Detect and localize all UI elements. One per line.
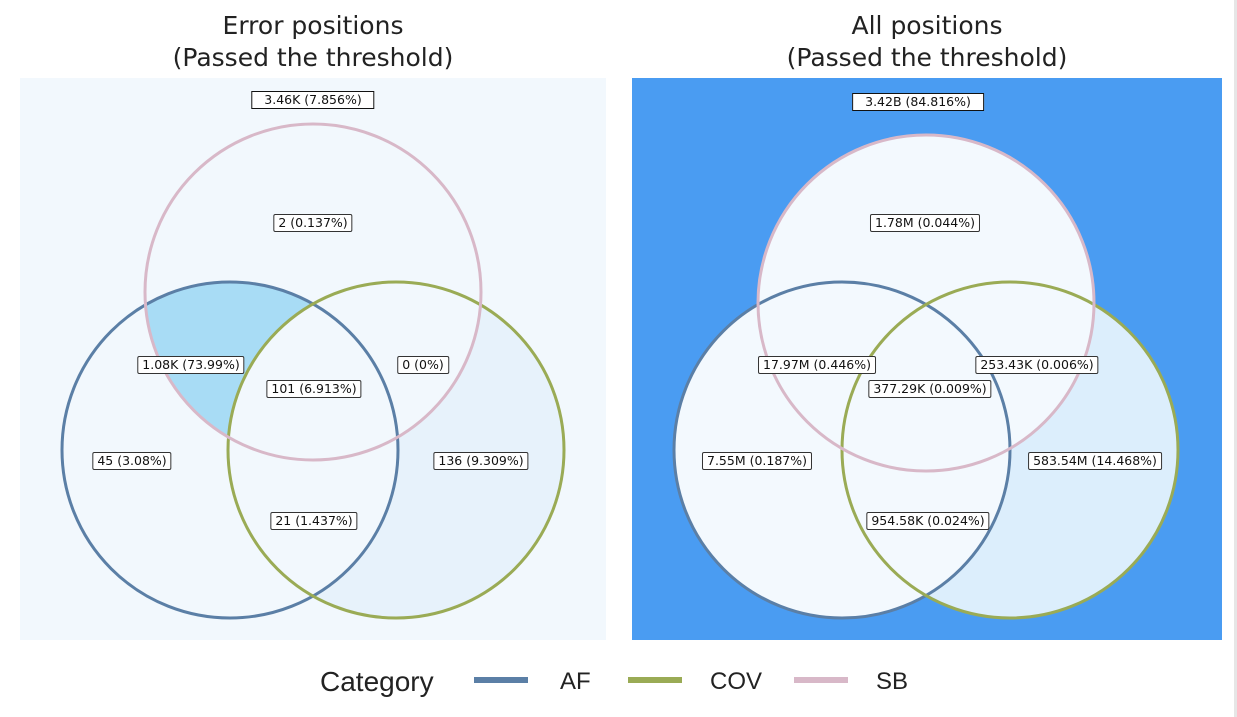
all-positions-venn: 3.42B (84.816%) 1.78M (0.044%) 17.97M (0… bbox=[632, 78, 1222, 640]
right-panel-title: All positions (Passed the threshold) bbox=[632, 10, 1222, 74]
left-panel-title: Error positions (Passed the threshold) bbox=[20, 10, 606, 74]
cov-only-label: 136 (9.309%) bbox=[433, 452, 529, 470]
left-title-line1: Error positions bbox=[222, 11, 404, 40]
legend-label-sb: SB bbox=[876, 668, 909, 695]
sb-circle bbox=[143, 122, 483, 462]
cov-only-label: 583.54M (14.468%) bbox=[1028, 452, 1162, 470]
af-cov-label: 21 (1.437%) bbox=[270, 512, 358, 530]
all-three-label: 101 (6.913%) bbox=[266, 380, 362, 398]
cov-sb-label: 0 (0%) bbox=[397, 356, 449, 374]
sb-only-label: 2 (0.137%) bbox=[273, 214, 353, 232]
error-positions-venn: 3.46K (7.856%) 2 (0.137%) 1.08K (73.99%)… bbox=[20, 78, 606, 640]
af-only-label: 45 (3.08%) bbox=[92, 452, 172, 470]
sb-circle bbox=[756, 133, 1096, 473]
cov-sb-label: 253.43K (0.006%) bbox=[975, 356, 1099, 374]
legend-title: Category bbox=[320, 666, 434, 697]
af-circle bbox=[60, 280, 400, 620]
legend-swatch-cov bbox=[628, 677, 682, 683]
all-three-label: 377.29K (0.009%) bbox=[868, 380, 992, 398]
outside-count-label: 3.42B (84.816%) bbox=[852, 93, 984, 111]
legend-swatch-sb bbox=[794, 677, 848, 683]
error-venn-svg bbox=[20, 78, 606, 640]
af-sb-label: 17.97M (0.446%) bbox=[758, 356, 876, 374]
window-edge bbox=[1234, 0, 1237, 717]
af-cov-label: 954.58K (0.024%) bbox=[866, 512, 990, 530]
all-venn-svg bbox=[632, 78, 1222, 640]
af-only-label: 7.55M (0.187%) bbox=[701, 452, 813, 470]
left-title-line2: (Passed the threshold) bbox=[172, 43, 454, 72]
right-title-line2: (Passed the threshold) bbox=[786, 43, 1068, 72]
right-title-line1: All positions bbox=[851, 11, 1003, 40]
outside-count-label: 3.46K (7.856%) bbox=[251, 91, 375, 109]
legend-label-af: AF bbox=[560, 668, 591, 695]
cov-circle bbox=[226, 280, 566, 620]
af-sb-label: 1.08K (73.99%) bbox=[137, 356, 245, 374]
legend-swatch-af bbox=[474, 677, 528, 683]
category-legend: Category AF COV SB bbox=[0, 662, 1237, 702]
cov-only-fill bbox=[228, 282, 564, 618]
sb-only-label: 1.78M (0.044%) bbox=[869, 214, 981, 232]
legend-label-cov: COV bbox=[710, 668, 763, 695]
